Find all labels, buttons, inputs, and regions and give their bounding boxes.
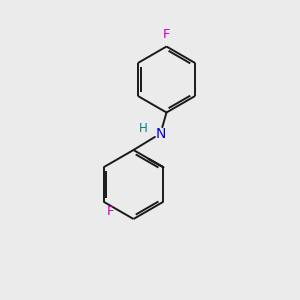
Text: F: F — [107, 205, 115, 218]
Text: F: F — [163, 28, 170, 41]
Text: N: N — [155, 127, 166, 140]
Text: H: H — [139, 122, 148, 135]
